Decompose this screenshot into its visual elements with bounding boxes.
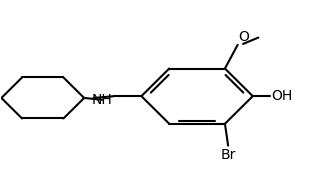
Text: OH: OH — [271, 89, 292, 103]
Text: Br: Br — [221, 148, 236, 162]
Text: O: O — [239, 30, 249, 44]
Text: NH: NH — [92, 93, 113, 107]
